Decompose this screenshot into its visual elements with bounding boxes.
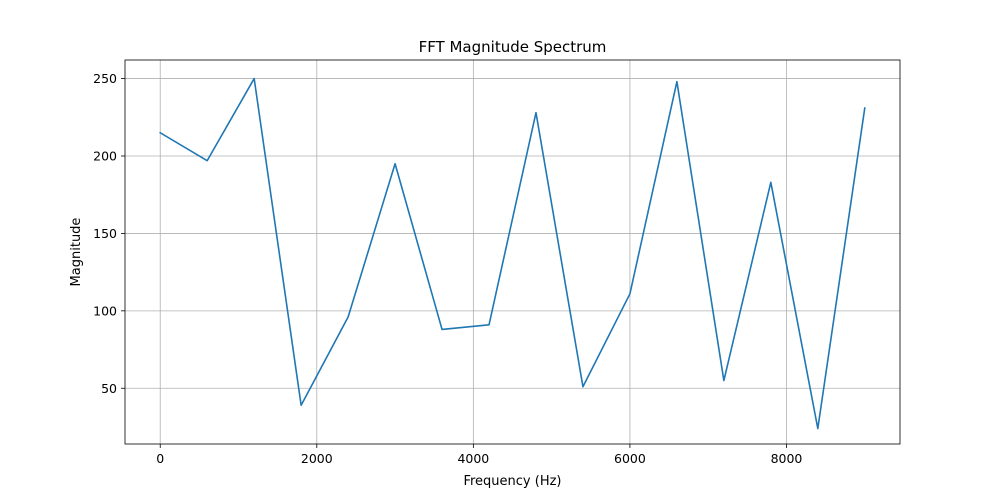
series-layer — [159, 77, 866, 430]
y-tick-label: 50 — [101, 381, 117, 396]
x-tick-label: 0 — [156, 451, 164, 466]
y-tick-label: 250 — [93, 71, 117, 86]
y-tick-label: 100 — [93, 303, 117, 318]
grid — [125, 60, 900, 444]
x-tick-label: 2000 — [301, 451, 333, 466]
ticks: 0 2000 4000 6000 8000 50 100 150 200 250 — [93, 71, 802, 466]
x-tick-label: 4000 — [457, 451, 489, 466]
x-tick-label: 6000 — [614, 451, 646, 466]
magnitude-series-line — [159, 77, 866, 430]
y-tick-label: 150 — [93, 226, 117, 241]
y-tick-label: 200 — [93, 149, 117, 164]
chart-title: FFT Magnitude Spectrum — [419, 38, 607, 56]
plot-frame — [124, 59, 901, 445]
x-tick-label: 8000 — [771, 451, 803, 466]
y-axis-label: Magnitude — [69, 218, 84, 287]
x-axis-label: Frequency (Hz) — [463, 474, 561, 489]
